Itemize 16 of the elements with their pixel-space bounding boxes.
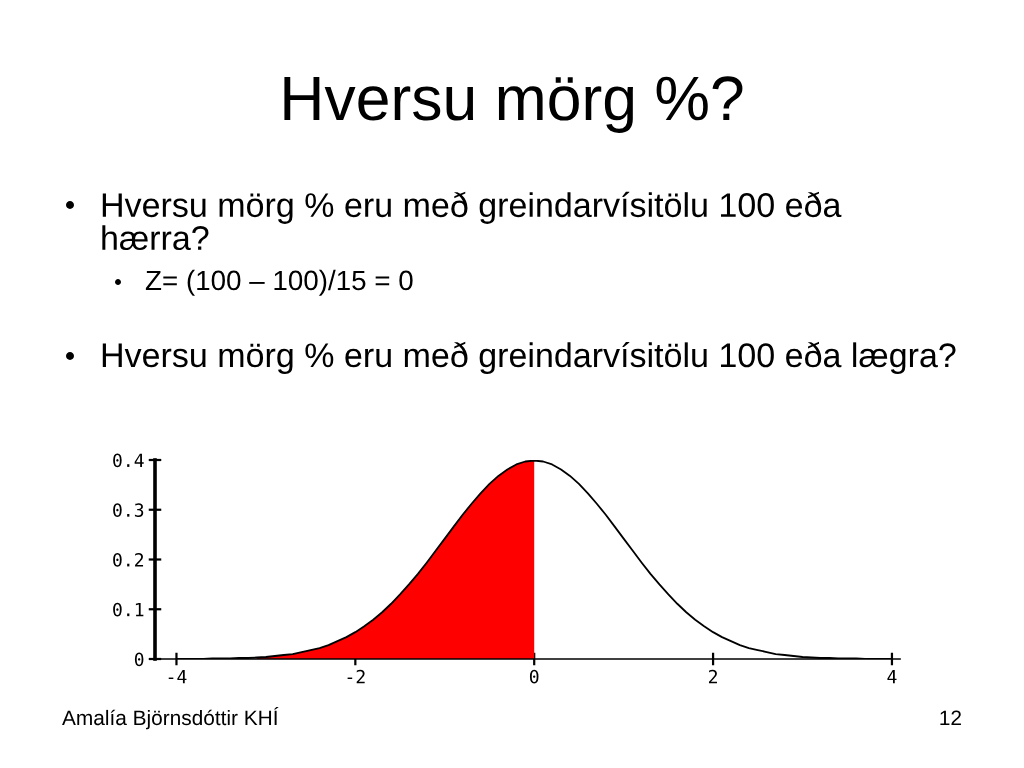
y-tick-label: 0	[134, 652, 144, 667]
text: Amalía Björnsdóttir KHÍ	[62, 706, 279, 730]
y-tick-label: 0.2	[113, 553, 144, 567]
x-tick-label: 0	[529, 669, 539, 684]
text: Hversu mörg % eru með greindarvísitölu 100 eða hærra?	[102, 191, 842, 251]
text: Z= (100 – 100)/15 = 0	[145, 269, 413, 296]
y-tick-label: 0.4	[113, 453, 144, 468]
x-tick-label: 2	[708, 669, 717, 684]
text: Hversu mörg % eru með greindarvísitölu 100 eða lægra?	[102, 341, 956, 375]
chart-title: Hversu mörg %?	[284, 76, 743, 133]
text: 12	[940, 710, 961, 725]
x-tick-label: -4	[168, 670, 187, 684]
y-tick-label: 0.1	[113, 602, 144, 617]
x-tick-label: -2	[347, 669, 365, 684]
x-tick-label: 4	[887, 670, 897, 684]
y-tick-label: 0.3	[113, 503, 144, 517]
